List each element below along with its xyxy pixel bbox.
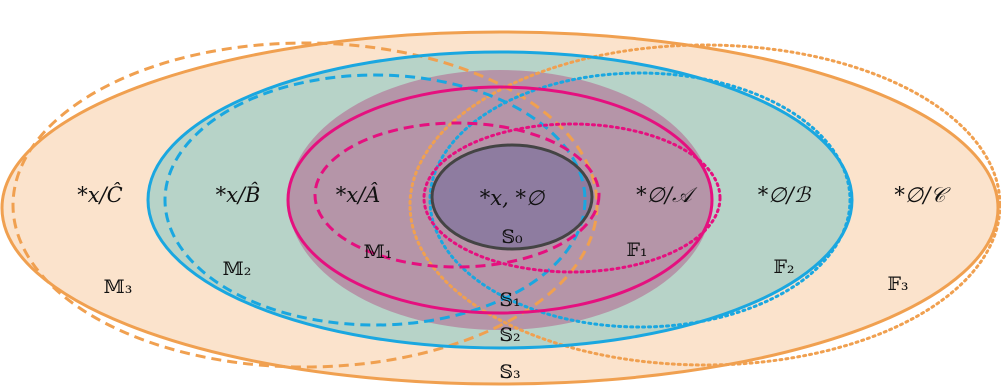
f2-outline	[428, 71, 852, 329]
s0-label: 𝕊₀	[501, 226, 523, 248]
f3-outline	[408, 43, 1001, 367]
s1-outline	[286, 85, 714, 315]
s2-outline	[146, 50, 854, 350]
inner-left-label: *x/Â	[336, 183, 381, 207]
f1-outline	[422, 122, 722, 274]
inner-right-label: *∅/𝒜	[636, 183, 698, 207]
m3-outline	[11, 41, 599, 369]
s3-outline	[0, 30, 1000, 386]
s0-outline	[430, 143, 594, 251]
f1-label: 𝔽₁	[626, 239, 647, 261]
m1-outline	[313, 121, 601, 269]
f3-label: 𝔽₃	[887, 273, 908, 295]
mid-right-label: *∅/ℬ	[758, 183, 812, 207]
m3-label: 𝕄₃	[104, 276, 133, 298]
s0-region	[432, 145, 592, 249]
s3-label: 𝕊₃	[499, 361, 520, 383]
s2-label: 𝕊₂	[499, 324, 520, 346]
mid-left-label: *x/B̂	[216, 183, 261, 207]
m1-label: 𝕄₁	[364, 241, 393, 263]
f2-label: 𝔽₂	[773, 256, 794, 278]
outer-left-label: *x/Ĉ	[77, 182, 123, 207]
s1-label: 𝕊₁	[499, 289, 520, 311]
m2-outline	[163, 73, 587, 327]
center-label: *x, *∅	[480, 186, 546, 210]
outer-right-label: *∅/𝒞	[894, 183, 951, 207]
m2-label: 𝕄₂	[223, 258, 252, 280]
